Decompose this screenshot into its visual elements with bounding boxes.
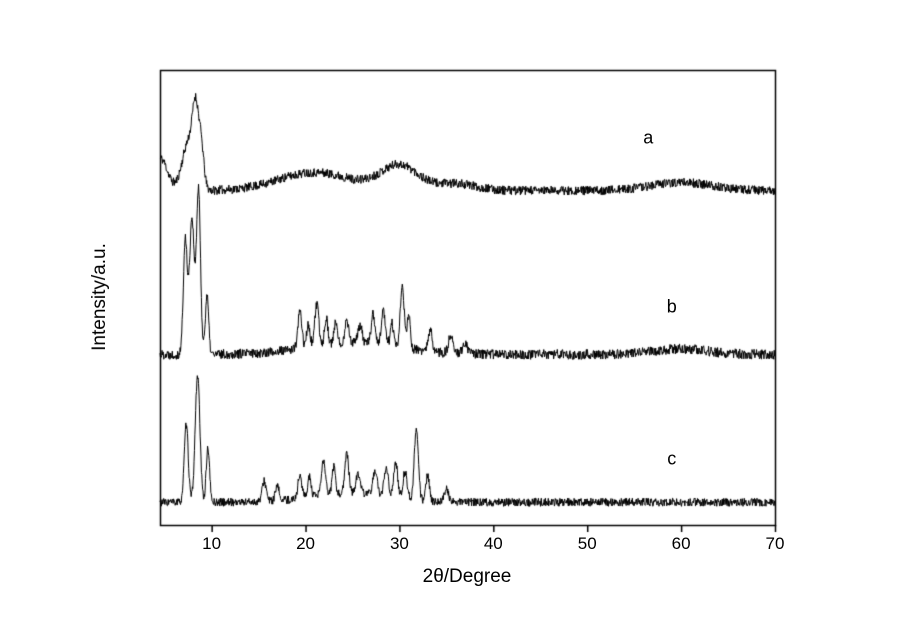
series-label-a: a <box>643 127 654 148</box>
x-tick-label: 60 <box>671 534 691 553</box>
x-tick-label: 70 <box>765 534 785 553</box>
y-axis-label: Intensity/a.u. <box>89 243 110 351</box>
x-tick-label: 30 <box>389 534 409 553</box>
x-tick-label: 50 <box>577 534 597 553</box>
series-label-c: c <box>667 448 677 469</box>
x-axis-label: 2θ/Degree <box>422 566 512 587</box>
series-label-b: b <box>666 296 677 317</box>
x-tick-label: 20 <box>296 534 315 553</box>
x-tick-label: 10 <box>202 534 222 553</box>
x-tick-label: 40 <box>483 534 503 553</box>
